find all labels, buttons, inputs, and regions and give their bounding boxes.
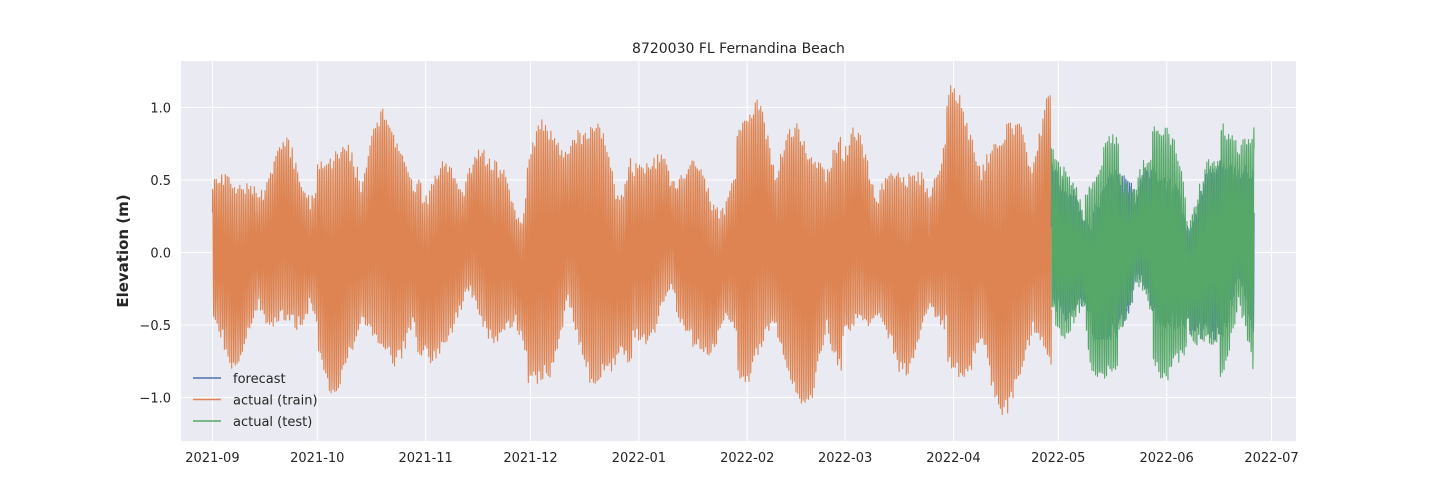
x-tick-label: 2022-03 (818, 451, 872, 466)
x-tick-label: 2022-04 (926, 451, 980, 466)
legend: forecast actual (train) actual (test) (193, 372, 318, 430)
x-tick-label: 2021-09 (185, 451, 239, 466)
legend-label: actual (train) (233, 394, 318, 409)
series-layer (211, 85, 1255, 416)
y-tick-label: −0.5 (139, 319, 171, 334)
y-tick-label: 0.0 (150, 246, 171, 261)
x-tick-label: 2021-12 (503, 451, 557, 466)
y-tick-label: 1.0 (150, 101, 171, 116)
x-tick-label: 2021-10 (290, 451, 344, 466)
x-tick-label: 2021-11 (399, 451, 453, 466)
x-tick-label: 2022-06 (1140, 451, 1194, 466)
series-line-actual-test- (1050, 123, 1255, 381)
chart-title: 8720030 FL Fernandina Beach (632, 41, 845, 57)
x-tick-label: 2022-02 (720, 451, 774, 466)
series-line-actual-train- (211, 85, 1052, 416)
axis-ticks: 2021-09 2021-10 2021-11 2021-12 2022-01 2022-… (139, 101, 1298, 466)
legend-label: actual (test) (233, 415, 312, 430)
x-tick-label: 2022-01 (612, 451, 666, 466)
legend-label: forecast (233, 372, 286, 387)
y-tick-label: −1.0 (139, 391, 171, 406)
x-tick-label: 2022-07 (1244, 451, 1298, 466)
y-tick-label: 0.5 (150, 174, 171, 189)
x-tick-label: 2022-05 (1031, 451, 1085, 466)
y-axis-label: Elevation (m) (114, 194, 132, 307)
